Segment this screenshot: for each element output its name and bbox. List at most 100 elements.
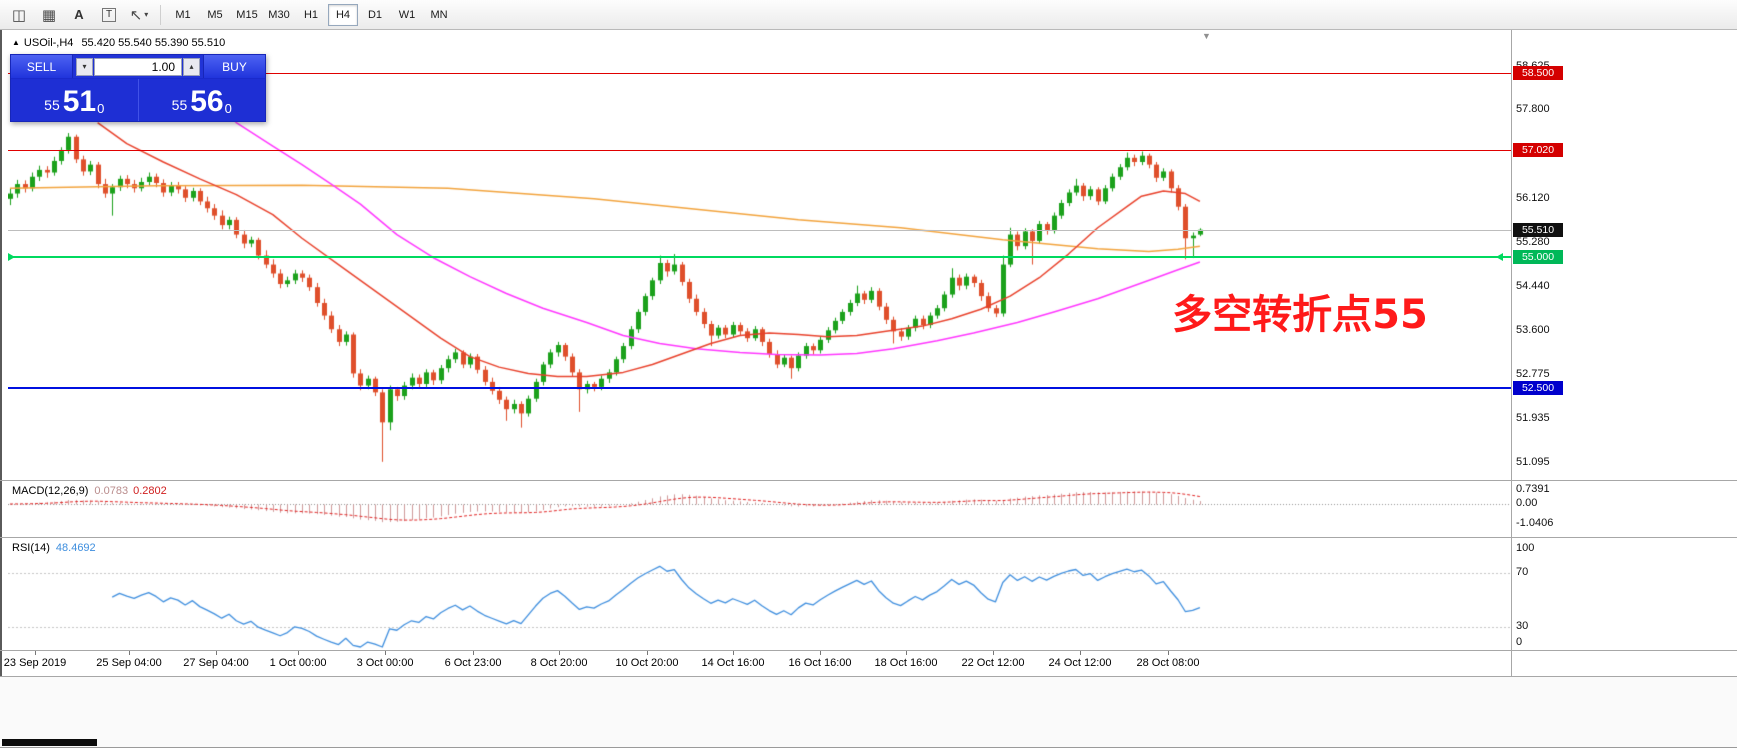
timeframe-d1-button[interactable]: D1 [360,4,390,26]
chart-symbol-ohlc: ▲ USOil-,H4 55.420 55.540 55.390 55.510 [12,37,225,49]
rsi-indicator-label: RSI(14) 48.4692 [12,542,96,554]
level-line-52.5[interactable] [8,387,1511,390]
level-line-58.5[interactable] [8,72,1511,74]
time-axis-label: 27 Sep 04:00 [183,657,249,669]
trade-panel-prices: 55 51 0 55 56 0 [11,78,265,121]
panel-divider-macd[interactable] [0,480,1737,481]
time-axis-tick [129,650,130,655]
time-axis-tick [647,650,648,655]
timeframe-group: M1 M5 M15 M30 H1 H4 D1 W1 MN [167,3,455,26]
time-axis-tick [298,650,299,655]
window-bottom-divider [0,676,1737,677]
text-box-icon: T [101,7,117,22]
volume-input[interactable] [94,57,182,76]
volume-decrease-button[interactable]: ▾ [76,57,93,76]
buy-price-handle: 55 [171,97,188,113]
price-axis-tick: 53.600 [1516,324,1550,337]
price-badge-52.500: 52.500 [1513,381,1563,396]
price-badge-55.510: 55.510 [1513,222,1563,237]
buy-button[interactable]: BUY [203,55,265,78]
toolbar-icon-group: ◫ ▦ A T ↖ ▾ [4,3,154,27]
time-axis-label: 8 Oct 20:00 [530,657,588,669]
macd-signal-value: 0.2802 [133,485,167,497]
level-line-57.02[interactable] [8,150,1511,152]
price-axis-tick: 57.800 [1516,103,1550,116]
text-label-icon-button[interactable]: A [66,3,92,27]
time-axis-label: 16 Oct 16:00 [788,657,852,669]
symbol-period-label: USOil-,H4 [23,37,74,49]
rsi-axis-label: 0 [1516,636,1523,648]
time-axis-tick [993,650,994,655]
sell-price[interactable]: 55 51 0 [11,79,139,121]
draw-tool-icon: ↖ [129,6,143,24]
time-axis-label: 22 Oct 12:00 [961,657,1025,669]
macd-axis-label: 0.7391 [1516,483,1550,495]
macd-panel-canvas[interactable] [8,481,1511,535]
buy-price[interactable]: 55 56 0 [139,79,266,121]
draw-tool-icon-button[interactable]: ↖ ▾ [126,3,152,27]
time-axis-tick [385,650,386,655]
timeframe-m30-button[interactable]: M30 [264,4,294,26]
price-scale-divider [1511,30,1512,676]
time-axis-tick [733,650,734,655]
time-axis-label: 18 Oct 16:00 [874,657,938,669]
toolbar: ◫ ▦ A T ↖ ▾ M1 M5 M15 M30 H1 H4 D1 W1 MN [0,0,1737,30]
time-axis-label: 3 Oct 00:00 [356,657,414,669]
time-axis-tick [820,650,821,655]
grid-icon: ▦ [41,6,57,24]
time-axis-tick [559,650,560,655]
rsi-panel-canvas[interactable] [8,539,1511,649]
timeframe-m5-button[interactable]: M5 [200,4,230,26]
level-arrow-right-icon [1496,252,1503,261]
rsi-axis-label: 70 [1516,566,1529,578]
macd-indicator-label: MACD(12,26,9) 0.0783 0.2802 [12,485,167,497]
panel-divider-rsi[interactable] [0,537,1737,538]
timeframe-m15-button[interactable]: M15 [232,4,262,26]
grid-icon-button[interactable]: ▦ [36,3,62,27]
level-line-55.51[interactable] [8,229,1511,231]
chart-shift-marker[interactable]: ▼ [1202,31,1211,41]
time-axis-label: 14 Oct 16:00 [701,657,765,669]
time-axis-divider [0,650,1737,651]
time-axis-label: 24 Oct 12:00 [1048,657,1112,669]
sell-price-pip: 0 [97,101,105,116]
toolbar-separator [160,4,161,25]
buy-price-big: 56 [190,85,224,118]
level-line-55[interactable] [8,255,1511,258]
trade-panel-controls: SELL ▾ ▴ BUY [11,55,265,78]
candlestick-chart-icon-button[interactable]: ◫ [6,3,32,27]
rsi-name: RSI(14) [12,542,50,554]
buy-price-pip: 0 [224,101,232,116]
price-axis: 58.62557.80056.12055.28054.44053.60052.7… [1513,30,1577,676]
level-arrow-left-icon [8,252,15,261]
caret-up-icon: ▴ [189,62,194,71]
macd-axis-label: -1.0406 [1516,517,1554,529]
sell-price-big: 51 [62,85,97,118]
time-axis-tick [1168,650,1169,655]
caret-down-icon: ▾ [82,62,87,71]
rsi-axis-label: 30 [1516,620,1529,632]
timeframe-h4-button[interactable]: H4 [328,3,358,26]
candlestick-chart-icon: ◫ [11,6,27,24]
price-axis-tick: 52.775 [1516,367,1550,380]
time-axis-label: 1 Oct 00:00 [269,657,327,669]
timeframe-w1-button[interactable]: W1 [392,4,422,26]
time-axis-tick [906,650,907,655]
volume-control: ▾ ▴ [73,56,203,78]
rsi-value: 48.4692 [55,542,96,554]
volume-increase-button[interactable]: ▴ [183,57,200,76]
price-axis-tick: 51.935 [1516,411,1550,424]
timeframe-h1-button[interactable]: H1 [296,4,326,26]
window-bottom-strip [0,677,1737,748]
price-badge-57.020: 57.020 [1513,143,1563,158]
chart-annotation-text[interactable]: 多空转折点55 [1172,292,1428,338]
sell-button[interactable]: SELL [11,55,73,78]
timeframe-m1-button[interactable]: M1 [168,4,198,26]
horizontal-scrollbar-thumb[interactable] [2,739,97,746]
text-box-icon-button[interactable]: T [96,3,122,27]
price-axis-tick: 54.440 [1516,280,1550,293]
timeframe-mn-button[interactable]: MN [424,4,454,26]
trade-panel-toggle-icon[interactable]: ▲ [12,38,20,47]
price-axis-tick: 56.120 [1516,191,1550,204]
